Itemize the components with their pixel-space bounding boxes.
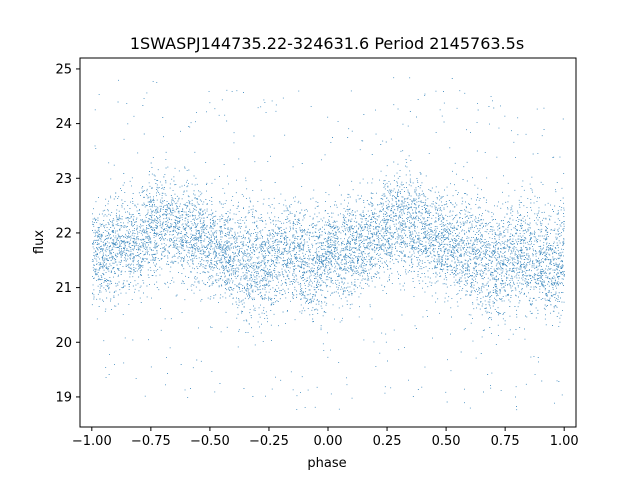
x-tick-label: −0.25 — [249, 434, 289, 449]
y-axis: 19 20 21 22 23 24 25 — [55, 62, 80, 405]
y-tick-label: 24 — [55, 117, 72, 132]
x-tick-label: 0.50 — [432, 434, 461, 449]
data-points — [91, 77, 565, 411]
scatter-points — [91, 77, 565, 411]
x-tick-label: 0.00 — [314, 434, 343, 449]
x-axis: −1.00 −0.75 −0.50 −0.25 0.00 0.25 0.50 0.75 1.00 — [72, 427, 579, 449]
y-tick-label: 21 — [55, 281, 72, 296]
x-tick-label: 0.25 — [373, 434, 402, 449]
x-tick-label: 1.00 — [550, 434, 579, 449]
x-tick-label: 0.75 — [491, 434, 520, 449]
chart-title: 1SWASPJ144735.22-324631.6 Period 2145763… — [130, 34, 524, 53]
y-axis-label: flux — [32, 230, 47, 254]
x-tick-label: −1.00 — [72, 434, 112, 449]
y-tick-label: 22 — [55, 226, 72, 241]
x-tick-label: −0.50 — [190, 434, 230, 449]
y-tick-label: 25 — [55, 62, 72, 77]
y-tick-label: 19 — [55, 390, 72, 405]
y-tick-label: 23 — [55, 172, 72, 187]
y-tick-label: 20 — [55, 336, 72, 351]
x-tick-label: −0.75 — [131, 434, 171, 449]
x-axis-label: phase — [307, 456, 346, 471]
